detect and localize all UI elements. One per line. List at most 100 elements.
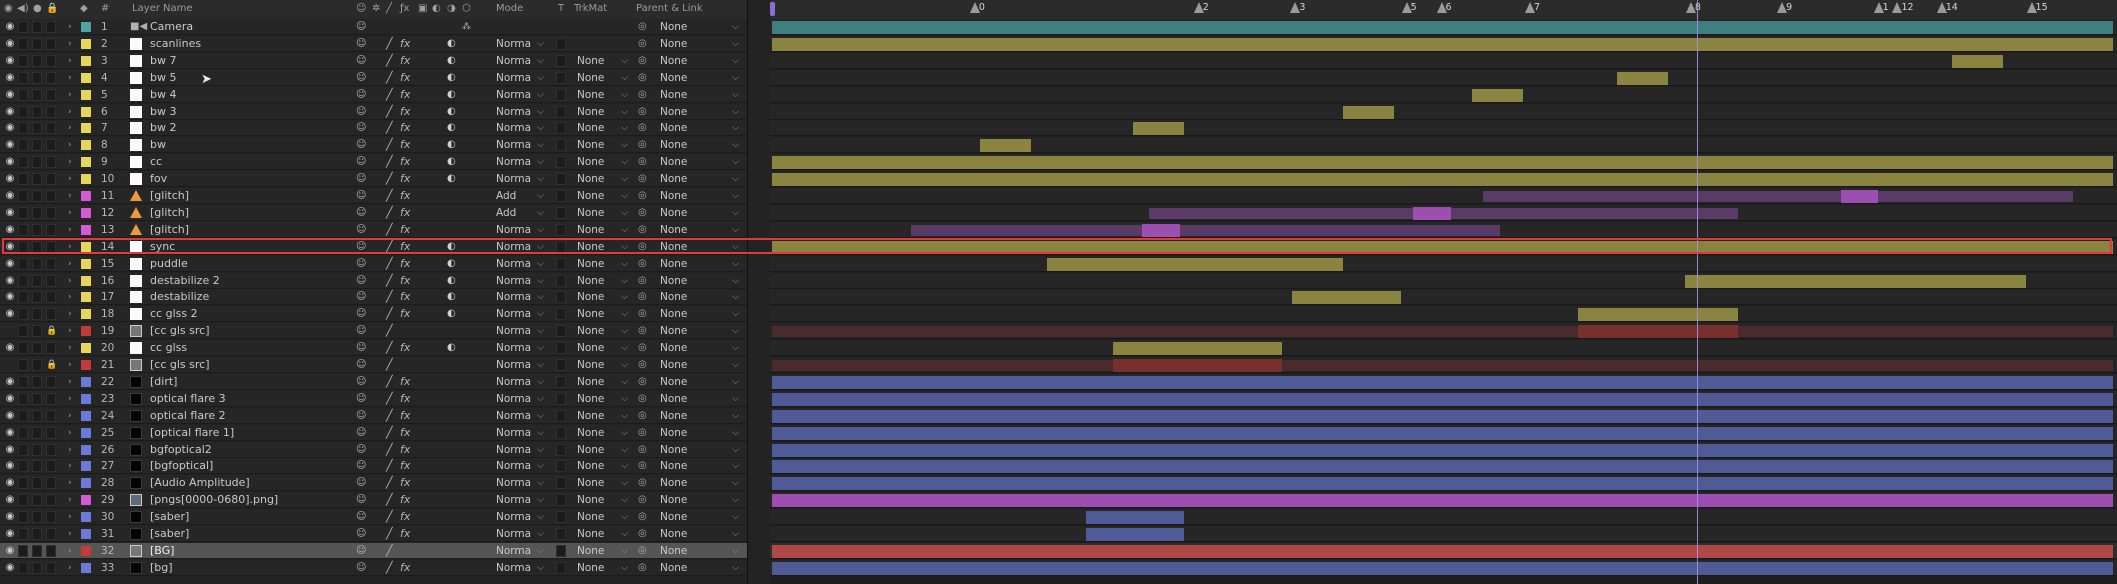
- track-matte-dropdown[interactable]: None ⌵: [577, 357, 628, 373]
- label-color-swatch[interactable]: [81, 89, 91, 100]
- label-color-swatch[interactable]: [81, 55, 91, 66]
- solo-toggle-cell[interactable]: [32, 122, 42, 135]
- label-color-swatch[interactable]: [81, 140, 91, 151]
- layer-duration-bar[interactable]: [1112, 359, 1282, 372]
- track-matte-dropdown[interactable]: None ⌵: [577, 442, 628, 458]
- quality-switch-icon[interactable]: ╱: [386, 543, 393, 557]
- comp-marker[interactable]: 6: [1436, 2, 1455, 14]
- visibility-eye-icon[interactable]: ◉: [5, 477, 15, 489]
- blend-mode-dropdown[interactable]: Norma ⌵: [496, 408, 544, 424]
- adjustment-switch-icon[interactable]: ◑: [447, 3, 456, 14]
- layer-name[interactable]: [bgfoptical]: [150, 459, 214, 473]
- label-color-swatch[interactable]: [81, 376, 91, 387]
- time-ruler[interactable]: 0 2 3 5 6 7 8 9 1 12 14 15: [770, 0, 2117, 20]
- quality-switch-icon[interactable]: ╱: [386, 155, 393, 169]
- blend-mode-dropdown[interactable]: Norma ⌵: [496, 137, 544, 153]
- track-matte-dropdown[interactable]: None ⌵: [577, 137, 628, 153]
- parent-pickwhip-icon[interactable]: ◎: [638, 359, 647, 370]
- effect-switch-icon[interactable]: fx: [400, 138, 411, 152]
- label-color-swatch[interactable]: [81, 427, 91, 438]
- track-matte-dropdown[interactable]: None ⌵: [577, 458, 628, 474]
- layer-duration-bar[interactable]: [1085, 528, 1184, 541]
- label-color-swatch[interactable]: [81, 258, 91, 269]
- visibility-eye-icon[interactable]: ◉: [5, 257, 15, 269]
- visibility-eye-icon[interactable]: ◉: [5, 223, 15, 235]
- layer-duration-bar[interactable]: [1142, 223, 1180, 237]
- track-matte-dropdown[interactable]: None ⌵: [577, 340, 628, 356]
- twirl-arrow-icon[interactable]: ›: [68, 309, 72, 320]
- layer-duration-bar[interactable]: [911, 224, 1501, 236]
- twirl-arrow-icon[interactable]: ›: [68, 461, 72, 472]
- effect-switch-icon[interactable]: fx: [400, 205, 411, 219]
- layer-name[interactable]: [glitch]: [150, 205, 190, 219]
- audio-toggle-cell[interactable]: [18, 511, 28, 524]
- blend-mode-dropdown[interactable]: Norma ⌵: [496, 120, 544, 136]
- num-col-header[interactable]: #: [101, 3, 110, 14]
- lock-header-icon[interactable]: 🔒: [46, 3, 59, 14]
- layer-row[interactable]: ◉ › 10 fov ☺ ╱ fx ◐ Norma ⌵ None ⌵ ◎ None ⌵: [0, 171, 747, 188]
- parent-dropdown[interactable]: None ⌵: [660, 340, 742, 356]
- quality-switch-icon[interactable]: ╱: [386, 290, 393, 304]
- layer-duration-bar[interactable]: [979, 139, 1031, 153]
- quality-switch-icon[interactable]: ╱: [386, 189, 393, 202]
- track-matte-dropdown[interactable]: None ⌵: [577, 306, 628, 322]
- lock-toggle-cell[interactable]: [46, 561, 56, 574]
- layer-duration-bar[interactable]: [772, 375, 2113, 389]
- blend-mode-dropdown[interactable]: Norma ⌵: [496, 543, 544, 559]
- preserve-transparency-cell[interactable]: [556, 206, 566, 219]
- track-matte-dropdown[interactable]: None ⌵: [577, 87, 628, 103]
- parent-dropdown[interactable]: None ⌵: [660, 475, 742, 491]
- comp-marker[interactable]: 9: [1777, 2, 1795, 14]
- quality-switch-icon[interactable]: ╱: [386, 527, 393, 540]
- adjustment-layer-icon[interactable]: ◐: [447, 240, 456, 252]
- twirl-arrow-icon[interactable]: ›: [68, 562, 72, 573]
- layer-duration-bar[interactable]: [1482, 191, 2073, 202]
- layer-duration-bar[interactable]: [1085, 511, 1184, 525]
- track-matte-dropdown[interactable]: None ⌵: [577, 188, 628, 204]
- audio-toggle-cell[interactable]: [18, 291, 28, 304]
- label-color-swatch[interactable]: [81, 444, 91, 455]
- quality-switch-icon[interactable]: ╱: [386, 36, 393, 50]
- adjustment-layer-icon[interactable]: ◐: [447, 308, 456, 320]
- quality-switch-icon[interactable]: ╱: [386, 341, 393, 355]
- shy-switch-icon[interactable]: ☺: [356, 190, 367, 201]
- lock-toggle-cell[interactable]: [46, 156, 56, 169]
- twirl-arrow-icon[interactable]: ›: [68, 343, 72, 354]
- twirl-arrow-icon[interactable]: ›: [68, 410, 72, 421]
- track-matte-dropdown[interactable]: None ⌵: [577, 171, 628, 187]
- layer-name[interactable]: cc: [150, 155, 163, 169]
- track-matte-dropdown[interactable]: None ⌵: [577, 323, 628, 339]
- parent-pickwhip-icon[interactable]: ◎: [638, 223, 647, 235]
- audio-toggle-cell[interactable]: [18, 392, 28, 405]
- lock-toggle-cell[interactable]: [46, 173, 56, 186]
- twirl-arrow-icon[interactable]: ›: [68, 207, 72, 218]
- adjustment-layer-icon[interactable]: ◐: [447, 173, 456, 185]
- layer-name[interactable]: bw 3: [150, 104, 177, 118]
- comp-marker[interactable]: 15: [2026, 2, 2048, 14]
- blend-mode-dropdown[interactable]: Norma ⌵: [496, 53, 544, 69]
- quality-switch-icon[interactable]: ╱: [386, 442, 393, 456]
- adjustment-layer-icon[interactable]: ◐: [447, 274, 456, 286]
- twirl-arrow-icon[interactable]: ›: [68, 106, 72, 117]
- video-switch-icon[interactable]: ◉: [4, 3, 13, 14]
- lock-icon[interactable]: 🔒: [46, 360, 58, 370]
- shy-switch-icon[interactable]: ☺: [356, 359, 367, 370]
- lock-toggle-cell[interactable]: [46, 511, 56, 524]
- label-color-swatch[interactable]: [81, 360, 91, 370]
- layer-duration-bar[interactable]: [772, 494, 2113, 508]
- visibility-eye-icon[interactable]: ◉: [5, 122, 15, 134]
- solo-toggle-cell[interactable]: [32, 37, 42, 50]
- preserve-transparency-cell[interactable]: [556, 342, 566, 355]
- label-color-swatch[interactable]: [81, 478, 91, 489]
- blend-mode-dropdown[interactable]: Norma ⌵: [496, 273, 544, 289]
- effect-switch-icon[interactable]: fx: [400, 493, 411, 507]
- preserve-transparency-cell[interactable]: [556, 223, 566, 236]
- effect-switch-icon[interactable]: fx: [400, 459, 411, 473]
- parent-dropdown[interactable]: None ⌵: [660, 509, 742, 525]
- audio-toggle-cell[interactable]: [18, 173, 28, 186]
- parent-dropdown[interactable]: None ⌵: [660, 137, 742, 153]
- layer-name[interactable]: [pngs[0000-0680].png]: [150, 493, 279, 507]
- audio-toggle-cell[interactable]: [18, 37, 28, 50]
- label-color-swatch[interactable]: [81, 529, 91, 539]
- layer-row[interactable]: ◉ › 4 bw 5 ☺ ╱ fx ◐ Norma ⌵ None ⌵ ◎ None ⌵: [0, 69, 747, 86]
